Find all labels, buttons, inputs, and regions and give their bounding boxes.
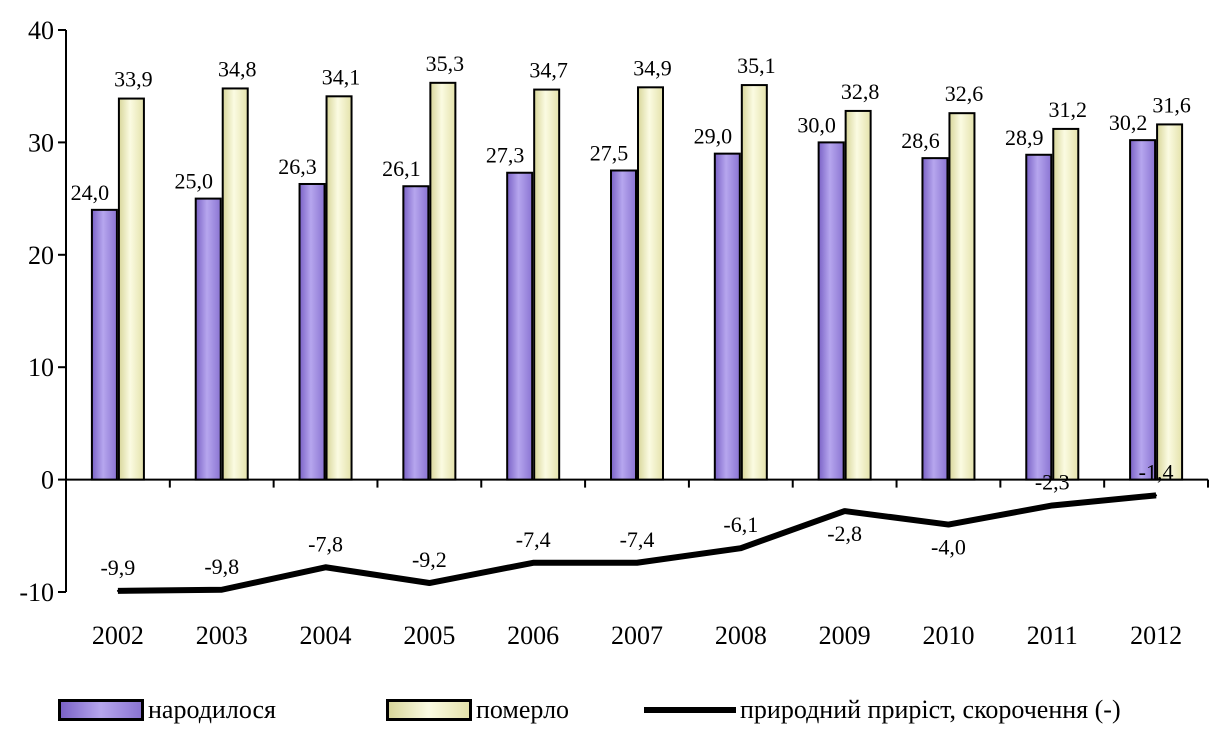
data-label-died: 34,1	[322, 64, 361, 89]
data-label-died: 34,7	[529, 58, 568, 83]
tick-labels: -10 0 10 20 30 40 2002 2003 2004 2005 2006 2007 2008…	[19, 16, 1182, 650]
bar-died	[1156, 123, 1184, 481]
bar-died	[117, 97, 145, 481]
bar-died	[637, 86, 664, 481]
legend-swatch-natural-change	[644, 707, 736, 713]
legend-label-born: народилося	[148, 695, 276, 724]
data-label-born: 24,0	[71, 180, 110, 205]
line-series	[116, 492, 1158, 594]
bar-born	[402, 185, 430, 481]
data-label-died: 34,8	[218, 56, 257, 81]
y-tick-label: -10	[19, 578, 54, 607]
bar-died	[740, 84, 768, 481]
x-tick-label: 2012	[1130, 621, 1182, 650]
bar-died	[844, 109, 872, 481]
bar-died	[429, 81, 457, 481]
legend-label-died: померло	[476, 695, 570, 724]
x-tick-label: 2003	[196, 621, 248, 650]
data-label-born: 28,6	[901, 128, 940, 153]
y-tick-label: 30	[28, 128, 54, 157]
data-label-died: 34,9	[633, 55, 672, 80]
bar-born	[817, 141, 845, 481]
data-label-born: 30,0	[797, 112, 836, 137]
line-point-natural-change	[843, 510, 846, 513]
data-labels: 24,0 33,9 25,0 34,8 26,3 34,1 26,1 35,3 27,3 34,7…	[71, 51, 1191, 580]
line-point-natural-change	[1155, 494, 1158, 497]
y-tick-label: 20	[28, 241, 54, 270]
legend-item-born: народилося	[58, 690, 276, 730]
data-label-natural-change: -7,4	[516, 527, 551, 552]
bar-born	[506, 171, 534, 481]
data-label-born: 27,5	[590, 141, 629, 166]
bar-born	[1129, 139, 1157, 481]
x-tick-label: 2009	[819, 621, 871, 650]
x-tick-label: 2008	[715, 621, 767, 650]
data-label-born: 30,2	[1109, 110, 1148, 135]
bar-born	[90, 208, 118, 481]
chart-canvas: 24,0 33,9 25,0 34,8 26,3 34,1 26,1 35,3 27,3 34,7…	[19, 16, 1209, 650]
data-label-natural-change: -4,0	[931, 535, 966, 560]
data-label-natural-change: -9,2	[412, 547, 447, 572]
y-tick-label: 10	[28, 353, 54, 382]
legend-item-died: померло	[386, 690, 569, 730]
x-tick-label: 2011	[1027, 621, 1078, 650]
data-label-natural-change: -9,8	[204, 554, 239, 579]
data-label-natural-change: -7,8	[308, 531, 343, 556]
data-label-natural-change: -2,3	[1035, 469, 1070, 494]
data-label-born: 26,3	[278, 154, 317, 179]
data-label-natural-change: -9,9	[100, 555, 135, 580]
data-label-died: 33,9	[114, 67, 153, 92]
line-point-natural-change	[220, 588, 223, 591]
legend: народилося померло природний приріст, ск…	[0, 690, 1221, 738]
bar-died	[325, 95, 353, 481]
data-label-born: 27,3	[486, 143, 525, 168]
line-point-natural-change	[739, 547, 742, 550]
bar-died	[221, 87, 249, 481]
data-label-born: 26,1	[382, 156, 421, 181]
legend-item-natural-change: природний приріст, скорочення (-)	[644, 690, 1121, 730]
x-tick-label: 2010	[922, 621, 974, 650]
data-label-died: 32,8	[841, 79, 880, 104]
line-point-natural-change	[947, 523, 950, 526]
bar-born	[713, 152, 741, 481]
x-tick-label: 2004	[300, 621, 352, 650]
data-label-born: 29,0	[694, 124, 733, 149]
data-label-natural-change: -6,1	[723, 512, 758, 537]
data-label-born: 28,9	[1005, 125, 1044, 150]
data-label-died: 31,6	[1152, 92, 1191, 117]
legend-label-natural-change: природний приріст, скорочення (-)	[740, 695, 1121, 724]
data-label-natural-change: -2,8	[827, 521, 862, 546]
bar-died	[948, 112, 976, 481]
y-tick-label: 0	[41, 466, 54, 495]
data-label-natural-change: -7,4	[620, 527, 655, 552]
line-point-natural-change	[324, 566, 327, 569]
data-label-died: 32,6	[945, 81, 984, 106]
data-label-died: 31,2	[1049, 97, 1088, 122]
legend-swatch-born	[58, 699, 144, 721]
line-point-natural-change	[116, 589, 119, 592]
y-tick-label: 40	[28, 16, 54, 45]
x-tick-label: 2005	[403, 621, 455, 650]
bar-born	[298, 182, 326, 481]
line-point-natural-change	[428, 582, 431, 585]
bar-born	[610, 169, 637, 481]
legend-swatch-died	[386, 699, 472, 721]
bar-died	[533, 88, 561, 481]
bar-born	[921, 157, 949, 481]
data-label-died: 35,3	[426, 51, 465, 76]
bar-born	[1025, 153, 1053, 481]
line-point-natural-change	[532, 561, 535, 564]
bars	[90, 81, 1184, 481]
x-tick-label: 2007	[611, 621, 663, 650]
data-label-died: 35,1	[737, 53, 776, 78]
data-label-born: 25,0	[174, 169, 213, 194]
bar-born	[194, 197, 222, 481]
data-label-natural-change: -1,4	[1139, 459, 1174, 484]
x-tick-label: 2002	[92, 621, 144, 650]
line-point-natural-change	[1051, 504, 1054, 507]
line-point-natural-change	[636, 561, 638, 564]
bar-died	[1052, 127, 1080, 481]
x-tick-label: 2006	[507, 621, 559, 650]
